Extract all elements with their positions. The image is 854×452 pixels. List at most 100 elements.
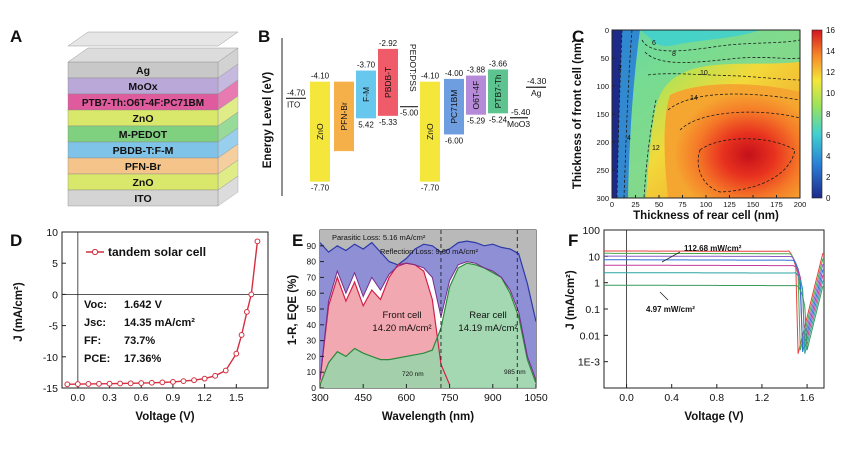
intensity-xlabel: Voltage (V) (684, 411, 743, 423)
x-tick-label: 750 (441, 392, 459, 404)
energy-bar (334, 81, 354, 152)
front-cell-line (320, 262, 451, 386)
colorbar-tick-label: 6 (826, 131, 831, 140)
param-name: PCE: (84, 353, 110, 365)
x-tick-label: 0.0 (619, 392, 634, 404)
intensity-curve (604, 272, 824, 354)
param-value: 14.35 mA/cm² (124, 317, 195, 329)
panel-c-heatmap: Thickness of rear cell (nm) Thickness of… (572, 26, 835, 222)
homo-value: -5.29 (467, 117, 486, 126)
jv-point (159, 379, 166, 386)
y-tick-label: 150 (596, 110, 609, 119)
x-tick-label: 50 (655, 200, 663, 209)
heatmap-field (612, 30, 800, 198)
electrode-name: Ag (531, 88, 542, 98)
rear-cell-title: Rear cell (469, 310, 507, 321)
jv-point (254, 238, 261, 245)
y-tick-label: 100 (596, 82, 609, 91)
annotation-high: 112.68 mW/cm² (684, 244, 742, 253)
y-tick-label: 250 (596, 166, 609, 175)
y-tick-label: 10 (588, 251, 600, 263)
y-tick-label: 0.01 (580, 330, 601, 342)
contour-label: 10 (700, 70, 708, 77)
x-tick-label: 75 (678, 200, 686, 209)
energy-bar-name: O6T-4F (471, 81, 481, 110)
jv-point (248, 291, 255, 298)
param-value: 1.642 V (124, 299, 163, 311)
y-tick-label: 20 (307, 351, 317, 361)
stack-layer-label: MoOx (128, 81, 157, 93)
panel-d-jv-curve: Voltage (V) J (mA/cm²) 0.0 0.3 0.6 0.9 1.2 1.… (13, 227, 269, 423)
marker-label-985: 985 nm (504, 369, 526, 376)
jv-point (138, 380, 145, 386)
lumo-value: -3.66 (489, 59, 508, 68)
reflection-loss-label: Reflection Loss: 9.60 mA/cm² (380, 247, 478, 256)
stack-layer-label: Ag (136, 65, 150, 77)
electrode-value: -5.40 (511, 107, 531, 117)
stack-layer (67, 189, 219, 207)
panel-f-light-intensity: Voltage (V) J (mA/cm²) 0.0 0.4 0.8 1.2 1.610… (565, 225, 825, 423)
y-tick-label: -10 (43, 352, 58, 364)
panel-label-d: D (10, 231, 22, 250)
param-name: Voc: (84, 299, 107, 311)
annotation-arrow-high (661, 251, 681, 263)
intensity-curve (604, 264, 824, 349)
panel-label-e: E (292, 231, 303, 250)
x-tick-label: 0.6 (134, 392, 149, 404)
x-tick-label: 0.4 (664, 392, 679, 404)
param-value: 17.36% (124, 353, 162, 365)
intensity-ylabel: J (mA/cm²) (565, 270, 577, 330)
intensity-curve (604, 259, 824, 353)
x-tick-label: 1.6 (800, 392, 815, 404)
homo-value: 5.42 (358, 120, 374, 129)
panel-e-eqe: Wavelength (nm) 1-R, EQE (%) 300 450 600 75… (287, 229, 548, 423)
heatmap-darkblue-zone (612, 30, 622, 198)
jv-point (222, 367, 229, 374)
stack-layer-label: PBDB-T:F-M (113, 145, 174, 157)
panel-label-a: A (10, 27, 22, 46)
jv-point (243, 308, 250, 315)
energy-bar-name: ZnO (425, 123, 435, 140)
y-tick-label: 1E-3 (578, 357, 600, 369)
colorbar-tick-label: 8 (826, 110, 831, 119)
x-tick-label: 175 (770, 200, 783, 209)
energy-bar (356, 70, 376, 119)
panel-label-b: B (258, 27, 270, 46)
one-minus-r-line (320, 240, 536, 322)
stack-layer-label: ZnO (133, 177, 154, 189)
electrode-name: PEDOT:PSS (408, 44, 418, 92)
x-tick-label: 0 (610, 200, 614, 209)
jv-ylabel: J (mA/cm²) (13, 282, 25, 342)
x-tick-label: 300 (311, 392, 329, 404)
parasitic-loss-area (320, 241, 536, 381)
x-tick-label: 1.2 (755, 392, 770, 404)
heatmap-top-cyan-zone (640, 30, 760, 46)
jv-point (233, 350, 240, 357)
y-tick-label: 100 (582, 225, 600, 237)
energy-bar-name: PBDB-T (383, 67, 393, 98)
colorbar-tick-label: 10 (826, 89, 835, 98)
energy-bar (488, 69, 508, 114)
marker-label-720: 720 nm (402, 371, 424, 378)
rear-cell-value: 14.19 mA/cm² (458, 323, 517, 334)
y-tick-label: 0 (605, 26, 609, 35)
intensity-series (604, 250, 824, 354)
y-tick-label: 80 (307, 257, 317, 267)
y-tick-label: 90 (307, 241, 317, 251)
energy-bar (310, 81, 330, 182)
jv-point (74, 381, 81, 387)
heatmap-green-zone (612, 30, 800, 198)
lumo-value: -4.00 (445, 69, 464, 78)
stack-ag-top (67, 47, 239, 63)
legend-label: tandem solar cell (108, 245, 206, 259)
heatmap-contours (616, 30, 800, 198)
stack-layer-label: PTB7-Th:O6T-4F:PC71BM (82, 98, 204, 109)
x-tick-label: 25 (631, 200, 639, 209)
y-tick-label: 0 (52, 289, 58, 301)
annotation-low: 4.97 mW/cm² (646, 305, 695, 314)
contour-label: 12 (652, 145, 660, 152)
homo-value: -5.24 (489, 115, 508, 124)
x-tick-label: 125 (723, 200, 736, 209)
intensity-curve (604, 284, 824, 351)
x-tick-label: 0.9 (166, 392, 181, 404)
